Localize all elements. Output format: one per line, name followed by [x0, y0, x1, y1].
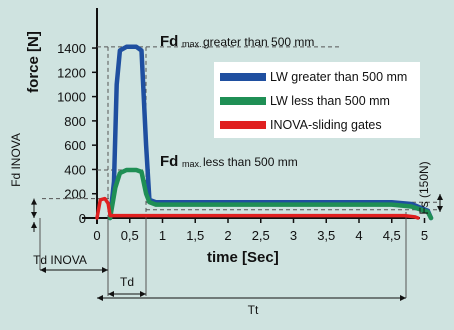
y-tick-label: 400 [64, 162, 86, 177]
fd-max-greater-label: Fd max. greater than 500 mm [160, 33, 314, 50]
x-tick-label: 4 [355, 228, 362, 243]
td-inova-arrow-head-left [40, 267, 46, 273]
fd-max-less-label: Fd max. less than 500 mm [160, 153, 298, 170]
td-inova-arrow-head-right [102, 267, 108, 273]
fd-max-less-text: less than 500 mm [203, 155, 298, 169]
td-label: Td [120, 275, 134, 289]
y-tick-label: 1400 [57, 41, 86, 56]
tt-arrow-head-left [97, 295, 103, 301]
legend-swatch-2 [220, 97, 266, 105]
fd-max-less-subscript: max. [182, 159, 202, 169]
fs-arrow-head-bottom [437, 206, 443, 212]
y-tick-label: 1200 [57, 65, 86, 80]
y-ticks: 0 200 400 600 800 1000 1200 1400 [57, 41, 97, 226]
x-tick-label: 5 [421, 228, 428, 243]
fd-max-less-symbol: Fd [160, 153, 178, 170]
x-tick-label: 0 [93, 228, 100, 243]
tt-arrow-head-right [400, 295, 406, 301]
y-axis-title: force [N] [25, 31, 42, 93]
x-tick-label: 2,5 [252, 228, 270, 243]
series-line-3 [95, 196, 420, 220]
x-tick-label: 2 [224, 228, 231, 243]
x-tick-label: 1 [159, 228, 166, 243]
legend-label-1: LW greater than 500 mm [270, 70, 407, 84]
x-tick-label: 3,5 [317, 228, 335, 243]
y-tick-label: 200 [64, 187, 86, 202]
x-ticks: 0 0,5 1 1,5 2 2,5 3 3,5 4 4,5 5 [93, 218, 428, 243]
y-tick-label: 0 [79, 211, 86, 226]
x-tick-label: 3 [290, 228, 297, 243]
y-tick-label: 800 [64, 114, 86, 129]
fd-inova-arrow-head-bottom [31, 212, 37, 218]
y-tick-label: 600 [64, 138, 86, 153]
fs-arrow-head-top [437, 194, 443, 200]
legend: LW greater than 500 mm LW less than 500 m… [214, 62, 420, 138]
fd-max-greater-text: greater than 500 mm [203, 35, 314, 49]
series-layer [95, 44, 434, 221]
x-tick-label: 4,5 [383, 228, 401, 243]
x-tick-label: 1,5 [186, 228, 204, 243]
tt-label: Tt [248, 303, 259, 317]
fd-inova-arrow-head-top [31, 198, 37, 205]
series-line-1 [107, 44, 434, 221]
td-arrow-head-right [140, 291, 146, 297]
x-tick-label: 0,5 [121, 228, 139, 243]
y-tick-label: 1000 [57, 90, 86, 105]
legend-swatch-3 [220, 121, 266, 129]
fd-max-greater-subscript: max. [182, 39, 202, 49]
series-line-2 [107, 167, 434, 221]
td-inova-label: Td INOVA [33, 253, 87, 267]
legend-items: LW greater than 500 mm LW less than 500 m… [220, 70, 407, 132]
fs-label: Fs (150N) [417, 161, 431, 214]
fd-inova-label: Fd INOVA [9, 133, 23, 187]
fd-max-greater-symbol: Fd [160, 33, 178, 50]
legend-label-2: LW less than 500 mm [270, 94, 390, 108]
dimension-arrows [31, 194, 443, 301]
td-arrow-head-left [108, 291, 114, 297]
legend-swatch-1 [220, 73, 266, 81]
x-axis-title: time [Sec] [207, 249, 279, 266]
legend-label-3: INOVA-sliding gates [270, 118, 382, 132]
